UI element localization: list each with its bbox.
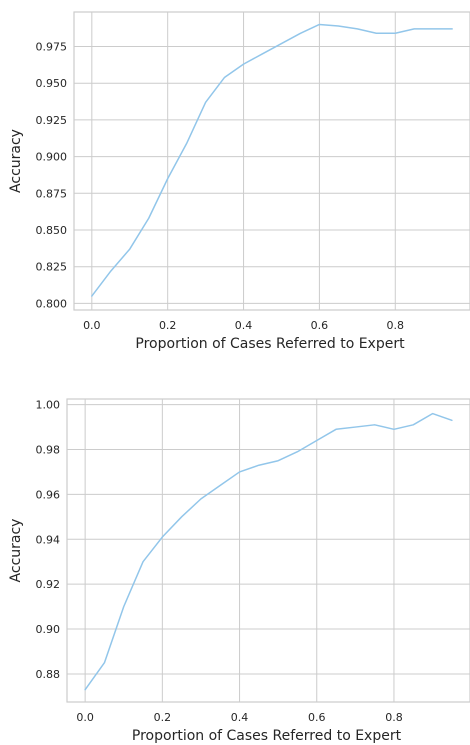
y-axis-title: Accuracy (8, 129, 24, 193)
plot-frame (66, 398, 470, 703)
x-tick-label: 0.6 (308, 711, 326, 724)
x-tick-label: 0.2 (159, 319, 177, 332)
x-tick-label: 0.6 (311, 319, 329, 332)
y-axis-title: Accuracy (8, 519, 24, 583)
y-tick-label: 0.975 (36, 40, 68, 53)
x-axis-title: Proportion of Cases Referred to Expert (132, 728, 402, 744)
y-tick-label: 0.92 (36, 578, 61, 591)
plot-frame (73, 11, 470, 311)
x-axis-title: Proportion of Cases Referred to Expert (135, 336, 405, 352)
x-tick-label: 0.4 (235, 319, 253, 332)
y-tick-label: 0.98 (36, 444, 61, 457)
y-tick-label: 0.900 (36, 151, 68, 164)
y-tick-label: 0.88 (36, 668, 61, 681)
y-tick-label: 0.94 (36, 533, 61, 546)
y-tick-label: 0.825 (36, 261, 68, 274)
chart-1: 0.0 0.2 0.4 0.6 0.8 0.800 0.825 0.850 0.875 0.900… (8, 11, 470, 352)
y-tick-label: 0.90 (36, 623, 61, 636)
y-tick-label: 0.850 (36, 224, 68, 237)
x-tick-label: 0.8 (387, 319, 405, 332)
y-tick-label: 1.00 (36, 399, 61, 412)
y-tick-label: 0.925 (36, 114, 68, 127)
x-tick-label: 0.0 (83, 319, 101, 332)
x-tick-label: 0.4 (231, 711, 249, 724)
chart-2: 0.0 0.2 0.4 0.6 0.8 0.88 0.90 0.92 0.94 0.96 0.98 1… (8, 398, 470, 744)
series-line (84, 412, 453, 691)
series-line (91, 23, 453, 297)
y-tick-label: 0.875 (36, 187, 68, 200)
y-tick-label: 0.950 (36, 77, 68, 90)
y-tick-label: 0.96 (36, 488, 61, 501)
x-tick-label: 0.0 (76, 711, 94, 724)
x-tick-label: 0.2 (154, 711, 172, 724)
x-tick-label: 0.8 (385, 711, 403, 724)
y-tick-label: 0.800 (36, 297, 68, 310)
